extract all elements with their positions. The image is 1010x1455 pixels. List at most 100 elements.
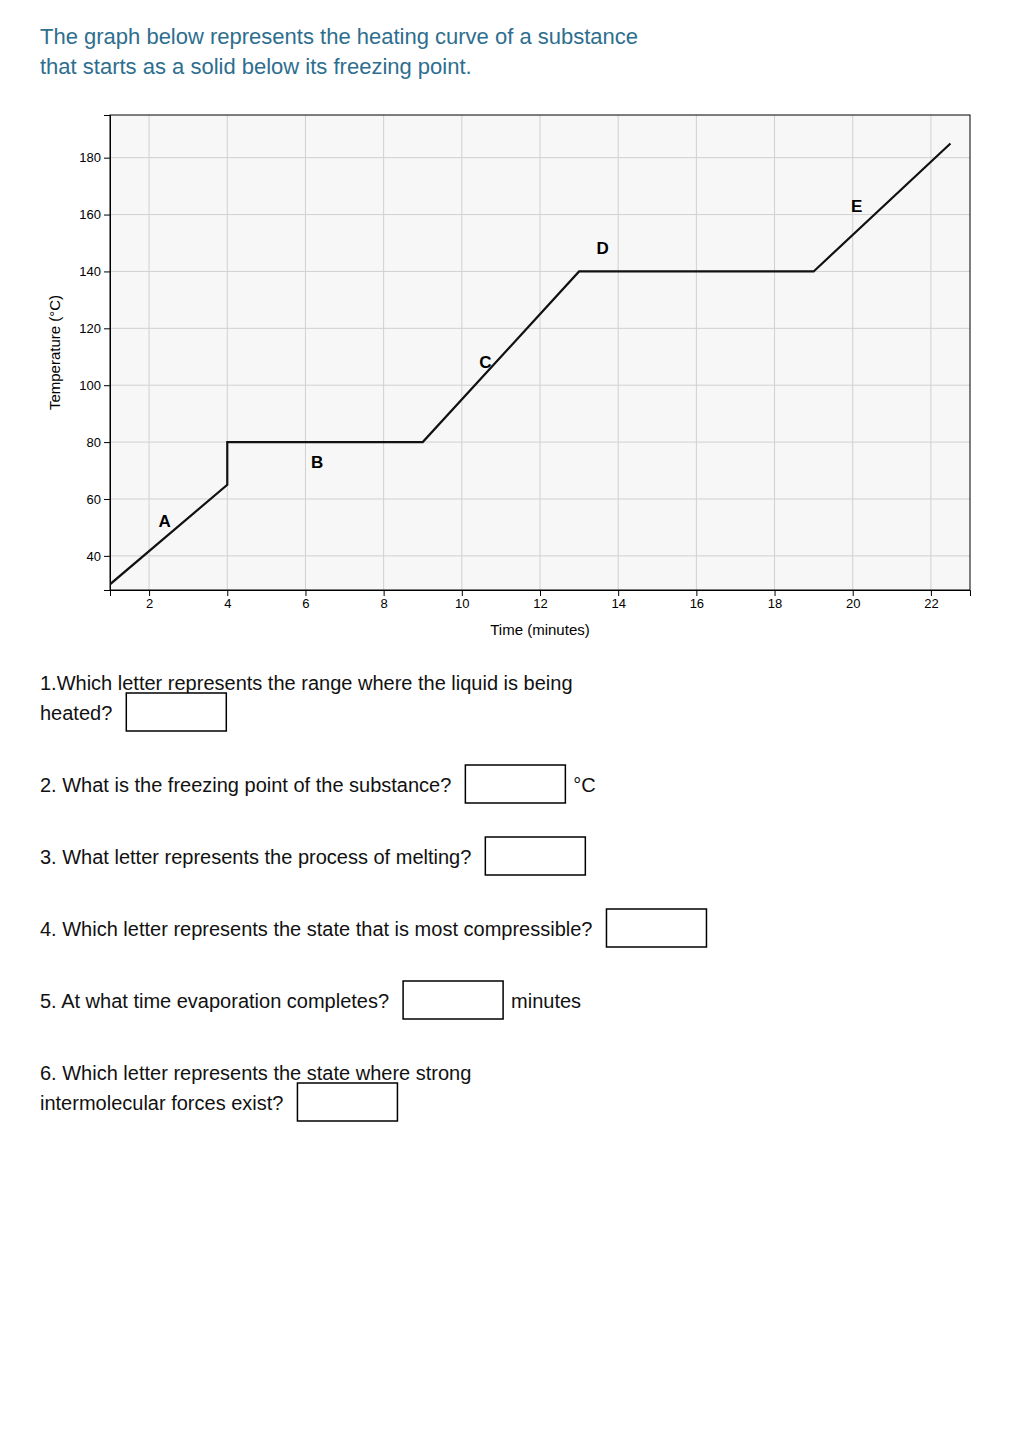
x-tick: 22 (924, 590, 938, 611)
grid (110, 115, 970, 590)
y-tick-mark (104, 499, 110, 500)
question-line: 1.Which letter represents the range wher… (40, 672, 573, 694)
x-tick-mark (540, 590, 541, 596)
y-axis-title: Temperature (°C) (46, 295, 63, 410)
x-grid-line (540, 115, 541, 590)
x-tick: 20 (846, 590, 860, 611)
x-grid-line (930, 115, 931, 590)
heating-curve (110, 143, 950, 584)
x-grid-line (461, 115, 462, 590)
question: 4. Which letter represents the state tha… (40, 918, 592, 940)
y-tick-label: 120 (79, 321, 101, 336)
question-line: 6. Which letter represents the state whe… (40, 1062, 471, 1084)
x-tick-mark (853, 590, 854, 596)
segment-label: B (311, 453, 323, 472)
y-tick-label: 160 (79, 207, 101, 222)
x-tick-label: 12 (533, 596, 547, 611)
x-grid-line (383, 115, 384, 590)
title: The graph below represents the heating c… (40, 24, 638, 79)
x-tick-label: 14 (611, 596, 625, 611)
y-tick-label: 40 (87, 549, 101, 564)
y-grid-line (110, 498, 970, 499)
segment-label: A (159, 512, 171, 531)
x-tick-mark (227, 590, 228, 596)
question: 1.Which letter represents the range wher… (40, 672, 573, 724)
x-tick: 6 (302, 590, 309, 611)
y-tick: 180 (79, 150, 110, 165)
answer-box (606, 909, 706, 947)
x-tick: 16 (690, 590, 704, 611)
x-tick-mark (462, 590, 463, 596)
y-tick-mark (104, 158, 110, 159)
x-tick-label: 4 (224, 596, 231, 611)
x-tick-mark (149, 590, 150, 596)
y-tick-label: 80 (87, 435, 101, 450)
answer-unit: °C (573, 774, 595, 796)
x-tick-mark (305, 590, 306, 596)
x-tick: 18 (768, 590, 782, 611)
x-tick: 12 (533, 590, 547, 611)
x-tick-label: 6 (302, 596, 309, 611)
x-tick-mark (696, 590, 697, 596)
question-line: 5. At what time evaporation completes? (40, 990, 389, 1012)
x-tick-label: 8 (381, 596, 388, 611)
y-tick-mark (104, 328, 110, 329)
y-grid-line (110, 271, 970, 272)
plot-area (110, 143, 950, 584)
y-grid-line (110, 157, 970, 158)
x-tick-mark (775, 590, 776, 596)
y-tick-mark (104, 442, 110, 443)
y-tick-label: 180 (79, 150, 101, 165)
y-tick-label: 100 (79, 378, 101, 393)
x-tick: 4 (224, 590, 231, 611)
answer-box (485, 837, 585, 875)
answer-box (297, 1083, 397, 1121)
x-grid-line (305, 115, 306, 590)
x-tick-mark (931, 590, 932, 596)
question-line: heated? (40, 702, 112, 724)
y-tick-mark (104, 556, 110, 557)
x-axis-title: Time (minutes) (490, 621, 589, 638)
x-grid-line (618, 115, 619, 590)
segment-label: D (596, 239, 608, 258)
y-tick-label: 60 (87, 492, 101, 507)
x-tick: 10 (455, 590, 469, 611)
y-tick: 40 (87, 549, 110, 564)
x-tick-mark (618, 590, 619, 596)
question-line: 3. What letter represents the process of… (40, 846, 471, 868)
y-axis-line (104, 116, 111, 591)
y-tick: 80 (87, 435, 110, 450)
x-tick-mark (384, 590, 385, 596)
y-tick: 160 (79, 207, 110, 222)
question-line: intermolecular forces exist? (40, 1092, 283, 1114)
x-axis-line (111, 591, 971, 597)
question: 2. What is the freezing point of the sub… (40, 774, 451, 796)
plot-background (110, 115, 970, 590)
answer-box (465, 765, 565, 803)
question: 6. Which letter represents the state whe… (40, 1062, 471, 1114)
y-grid-line (110, 214, 970, 215)
questions: 1.Which letter represents the range wher… (40, 672, 706, 1121)
segment-label: E (851, 197, 862, 216)
question-line: 4. Which letter represents the state tha… (40, 918, 592, 940)
question: 5. At what time evaporation completes? (40, 990, 389, 1012)
x-grid-line (227, 115, 228, 590)
x-grid-line (852, 115, 853, 590)
y-tick: 100 (79, 378, 110, 393)
question: 3. What letter represents the process of… (40, 846, 471, 868)
y-tick-mark (104, 385, 110, 386)
y-tick-label: 140 (79, 264, 101, 279)
page: The graph below represents the heating c… (0, 0, 1010, 1455)
y-tick: 120 (79, 321, 110, 336)
x-tick-label: 2 (146, 596, 153, 611)
y-tick-mark (104, 215, 110, 216)
y-tick-mark (104, 271, 110, 272)
x-axis: 2 4 6 8 10 12 14 16 18 20 22 (111, 590, 971, 611)
y-tick: 140 (79, 264, 110, 279)
segment-label: C (479, 353, 491, 372)
x-grid-line (696, 115, 697, 590)
x-tick-label: 16 (690, 596, 704, 611)
question-line: 2. What is the freezing point of the sub… (40, 774, 451, 796)
y-grid-line (110, 328, 970, 329)
x-tick-label: 18 (768, 596, 782, 611)
